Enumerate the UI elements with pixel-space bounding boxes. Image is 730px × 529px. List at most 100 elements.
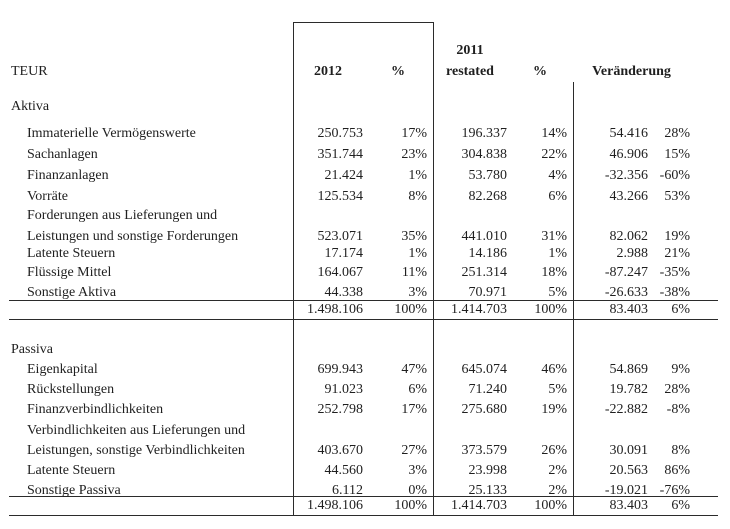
cell-2012-pct: 23% (401, 147, 427, 162)
cell-2011-pct: 46% (541, 362, 567, 377)
aktiva-total-top-rule (9, 300, 718, 301)
cell-change-pct: 53% (664, 189, 690, 204)
table-row-wrap-line1: Verbindlichkeiten aus Lieferungen und (0, 421, 690, 441)
cell-2012: 125.534 (317, 189, 364, 204)
cell-2011: 1.414.703 (451, 302, 507, 317)
cell-change: 54.416 (609, 126, 649, 141)
cell-2011-pct: 22% (541, 147, 567, 162)
cell-change: 20.563 (609, 463, 649, 478)
cell-2011-pct: 31% (541, 229, 567, 244)
total-row-aktiva: 1.498.106 100% 1.414.703 100% 83.403 6% (0, 300, 690, 320)
table-row: Leistungen, sonstige Verbindlichkeiten 4… (0, 441, 690, 461)
cell-2012-pct: 0% (408, 483, 427, 498)
cell-2011: 23.998 (468, 463, 508, 478)
cell-2011: 82.268 (468, 189, 508, 204)
col-header-2011-line2: restated (446, 64, 494, 79)
row-label: Finanzanlagen (27, 168, 109, 183)
cell-2012-pct: 8% (408, 189, 427, 204)
cell-2012: 44.338 (324, 285, 364, 300)
row-label: Finanzverbindlichkeiten (27, 402, 164, 417)
cell-change: -87.247 (604, 265, 648, 280)
table-row: Finanzanlagen 21.424 1% 53.780 4% -32.35… (0, 166, 690, 186)
column-divider-2012-right (433, 22, 434, 516)
cell-2011-pct: 2% (548, 463, 567, 478)
cell-2011-pct: 2% (548, 483, 567, 498)
cell-change-pct: 28% (664, 382, 690, 397)
cell-2012-pct: 100% (394, 302, 427, 317)
table-row: Immaterielle Vermögenswerte 250.753 17% … (0, 124, 690, 144)
cell-2011: 71.240 (468, 382, 508, 397)
row-label (0, 497, 293, 514)
table-row: Flüssige Mittel 164.067 11% 251.314 18% … (0, 263, 690, 283)
cell-2012: 250.753 (317, 126, 364, 141)
cell-2011: 441.010 (461, 229, 508, 244)
table-row-wrap-line1: Forderungen aus Lieferungen und (0, 206, 690, 226)
passiva-total-bottom-rule (9, 515, 718, 516)
cell-2011-pct: 1% (548, 246, 567, 261)
cell-change: 83.403 (609, 498, 649, 513)
section-label: Passiva (11, 342, 53, 357)
cell-2012-pct: 6% (408, 382, 427, 397)
cell-change: 82.062 (609, 229, 649, 244)
cell-2011-pct: 5% (548, 382, 567, 397)
row-label: Eigenkapital (27, 362, 98, 377)
section-heading-passiva: Passiva (0, 340, 690, 360)
cell-change-pct: 28% (664, 126, 690, 141)
cell-change-pct: 15% (664, 147, 690, 162)
cell-2012-pct: 27% (401, 443, 427, 458)
total-row-passiva: 1.498.106 100% 1.414.703 100% 83.403 6% (0, 497, 690, 514)
cell-2011-pct: 18% (541, 265, 567, 280)
col-header-2011-restated: 2011 restated (433, 40, 507, 82)
cell-2012: 21.424 (324, 168, 364, 183)
table-row: Leistungen und sonstige Forderungen 523.… (0, 227, 690, 247)
row-label: Immaterielle Vermögenswerte (27, 126, 196, 141)
row-label: Vorräte (27, 189, 68, 204)
column-divider-2012-left (293, 22, 294, 516)
cell-2011: 304.838 (461, 147, 508, 162)
row-label: Latente Steuern (27, 463, 116, 478)
row-label-line2: Leistungen, sonstige Verbindlichkeiten (27, 443, 245, 458)
table-row: Finanzverbindlichkeiten 252.798 17% 275.… (0, 400, 690, 420)
table-row: Sonstige Aktiva 44.338 3% 70.971 5% -26.… (0, 283, 690, 303)
row-label: Sachanlagen (27, 147, 98, 162)
cell-2011: 53.780 (468, 168, 508, 183)
cell-change-pct: -35% (659, 265, 690, 280)
col-header-2012: 2012 (314, 64, 342, 79)
cell-change: -19.021 (604, 483, 648, 498)
table-header-row: TEUR 2012 % 2011 restated % Veränderung (0, 40, 690, 82)
cell-change: 43.266 (609, 189, 649, 204)
cell-2012: 699.943 (317, 362, 364, 377)
cell-change: 30.091 (609, 443, 649, 458)
cell-change-pct: 21% (664, 246, 690, 261)
cell-change: -32.356 (604, 168, 648, 183)
cell-2012: 6.112 (332, 483, 363, 498)
cell-2011-pct: 26% (541, 443, 567, 458)
cell-2012-pct: 47% (401, 362, 427, 377)
cell-2012-pct: 100% (394, 498, 427, 513)
cell-2011-pct: 100% (534, 498, 567, 513)
cell-2011: 70.971 (468, 285, 508, 300)
cell-2011-pct: 19% (541, 402, 567, 417)
col-header-pct-2011: % (533, 64, 547, 79)
row-label (0, 300, 293, 320)
cell-2012: 91.023 (324, 382, 364, 397)
row-label-line2: Leistungen und sonstige Forderungen (27, 229, 239, 244)
table-row: Sonstige Passiva 6.112 0% 25.133 2% -19.… (0, 481, 690, 501)
cell-2012: 403.670 (317, 443, 364, 458)
cell-2011: 1.414.703 (451, 498, 507, 513)
cell-change-pct: -60% (659, 168, 690, 183)
row-label-line1: Forderungen aus Lieferungen und (27, 208, 218, 223)
cell-2012-pct: 17% (401, 402, 427, 417)
cell-change: 2.988 (616, 246, 649, 261)
cell-2011: 645.074 (461, 362, 508, 377)
col-header-2011-line1: 2011 (456, 43, 484, 58)
col-header-pct-2012: % (391, 64, 405, 79)
cell-change-pct: -38% (659, 285, 690, 300)
cell-change-pct: -8% (666, 402, 690, 417)
cell-change: 19.782 (609, 382, 649, 397)
cell-change: 54.869 (609, 362, 649, 377)
box-top-border (293, 22, 434, 23)
cell-2011-pct: 6% (548, 189, 567, 204)
cell-change: -22.882 (604, 402, 648, 417)
